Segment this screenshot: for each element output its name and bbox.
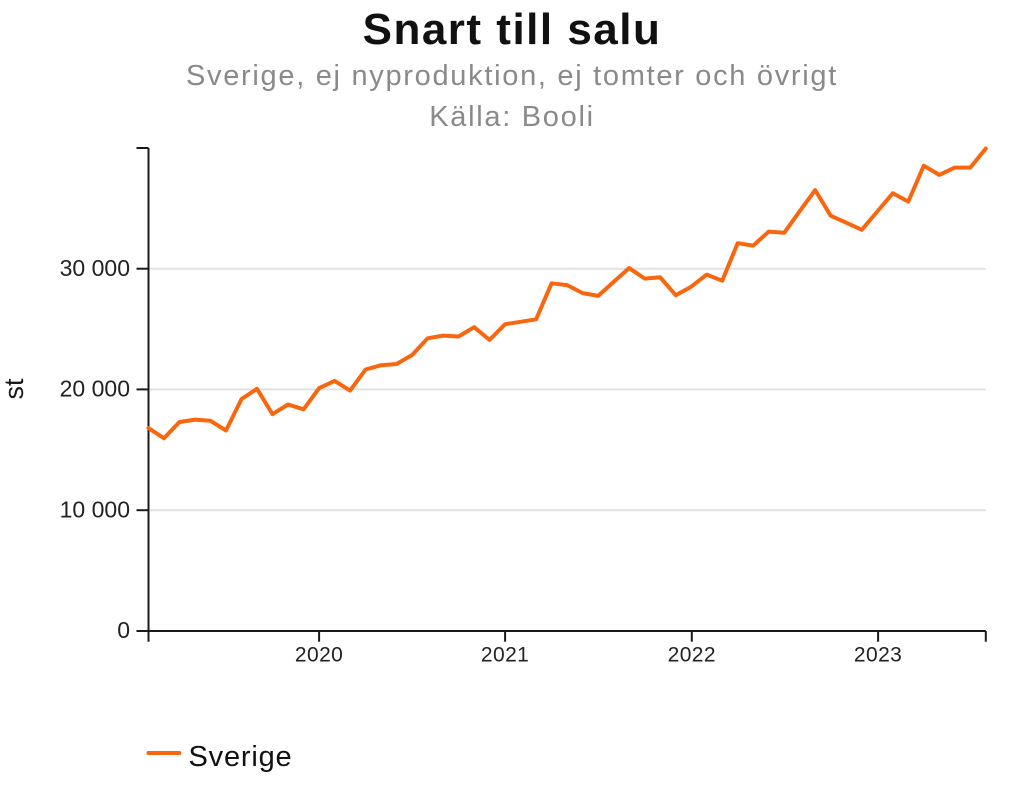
svg-text:2023: 2023 <box>854 643 902 666</box>
svg-text:20 000: 20 000 <box>60 376 130 402</box>
svg-text:2020: 2020 <box>295 643 343 666</box>
svg-text:0: 0 <box>117 617 130 643</box>
svg-text:Källa: Booli: Källa: Booli <box>429 101 595 133</box>
svg-text:2021: 2021 <box>481 643 529 666</box>
svg-text:Snart till salu: Snart till salu <box>363 5 662 54</box>
svg-text:st: st <box>0 378 29 400</box>
svg-text:30 000: 30 000 <box>60 255 130 281</box>
svg-text:2022: 2022 <box>668 643 716 666</box>
svg-text:Sverige: Sverige <box>189 741 293 773</box>
svg-text:10 000: 10 000 <box>60 496 130 522</box>
svg-text:Sverige, ej nyproduktion, ej t: Sverige, ej nyproduktion, ej tomter och … <box>186 60 838 92</box>
